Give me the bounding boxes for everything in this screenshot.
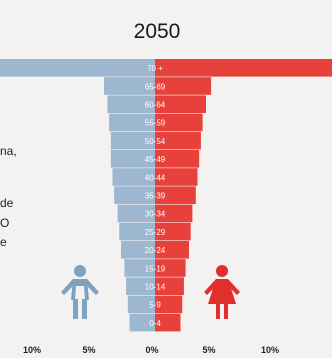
age-label: 30-34 [145, 210, 166, 219]
bar-female-5-9 [155, 295, 183, 314]
bar-female-20-24 [155, 241, 189, 259]
bar-female-55-59 [155, 113, 203, 132]
bar-male-25-29 [119, 222, 155, 241]
bar-female-40-44 [155, 168, 198, 186]
age-label: 15-19 [145, 264, 166, 273]
bar-female-65-69 [155, 77, 212, 95]
side-text-fragment: na, [0, 144, 17, 158]
bars-layer [0, 59, 332, 332]
side-text-fragment: de [0, 196, 14, 210]
bar-female-10-14 [155, 277, 184, 295]
x-tick-label: 0% [145, 345, 158, 355]
bar-male-10-14 [126, 277, 155, 295]
bar-male-0-4 [129, 313, 155, 332]
bar-female-45-49 [155, 150, 200, 168]
bar-male-20-24 [121, 241, 155, 259]
bar-male-35-39 [114, 186, 155, 204]
bar-male-40-44 [112, 168, 155, 186]
bar-female-30-34 [155, 204, 193, 223]
bar-male-70 [0, 59, 155, 77]
bar-female-15-19 [155, 259, 186, 277]
bar-male-60-64 [107, 95, 155, 113]
x-tick-label: 10% [23, 345, 41, 355]
female-figure-icon [204, 265, 240, 319]
age-label: 55-59 [145, 119, 166, 128]
age-label: 70 + [147, 64, 163, 73]
age-label: 5-9 [149, 301, 161, 310]
x-tick-label: 5% [82, 345, 95, 355]
age-label: 60-64 [145, 101, 166, 110]
age-label: 40-44 [145, 173, 166, 182]
bar-male-5-9 [127, 295, 155, 314]
bar-female-0-4 [155, 313, 181, 332]
age-label: 65-69 [145, 82, 166, 91]
side-text-fragment: O [0, 216, 9, 230]
male-figure-icon [61, 265, 99, 319]
x-tick-labels: 10% 5% 0% 5% 10% [23, 345, 279, 355]
bar-female-70 [155, 59, 332, 77]
bar-female-50-54 [155, 131, 201, 150]
bar-male-50-54 [110, 131, 155, 150]
x-tick-label: 5% [202, 345, 215, 355]
x-tick-label: 10% [261, 345, 279, 355]
side-text-fragment: e [0, 235, 7, 249]
side-text-fragments: na, de Oe [0, 144, 17, 249]
age-labels: 0-4 5-9 10-14 15-19 20-24 25-29 30-34 35-39 40-4… [145, 64, 166, 328]
age-label: 35-39 [145, 192, 166, 201]
age-label: 20-24 [145, 246, 166, 255]
bar-female-60-64 [155, 95, 206, 113]
chart-title: 2050 [134, 20, 181, 43]
age-label: 50-54 [145, 137, 166, 146]
bar-male-45-49 [110, 150, 155, 168]
bar-female-35-39 [155, 186, 196, 204]
age-label: 45-49 [145, 155, 166, 164]
bar-male-30-34 [117, 204, 155, 223]
bar-male-65-69 [104, 77, 155, 95]
bar-male-55-59 [109, 113, 155, 132]
age-label: 25-29 [145, 228, 166, 237]
age-label: 10-14 [145, 283, 166, 292]
bar-male-15-19 [124, 259, 155, 277]
figure-icons [61, 265, 240, 319]
bar-female-25-29 [155, 222, 191, 241]
age-label: 0-4 [149, 319, 161, 328]
